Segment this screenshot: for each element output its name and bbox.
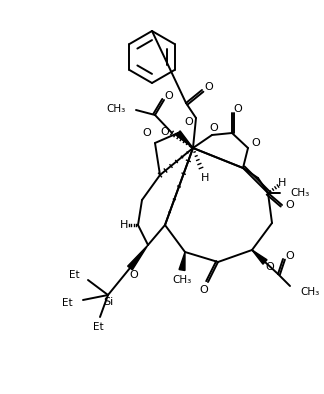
Text: Et: Et [93, 322, 103, 332]
Text: O: O [200, 285, 208, 295]
Text: H: H [201, 173, 209, 183]
Text: O: O [205, 82, 214, 92]
Text: Si: Si [103, 297, 113, 307]
Text: Et: Et [69, 270, 80, 280]
Text: H: H [278, 178, 286, 188]
Text: O: O [130, 270, 138, 280]
Text: O: O [210, 123, 218, 133]
Polygon shape [176, 131, 193, 148]
Text: O: O [286, 200, 295, 210]
Text: CH₃: CH₃ [290, 188, 309, 198]
Text: O: O [266, 262, 274, 272]
Text: CH₃: CH₃ [300, 287, 319, 297]
Text: CH₃: CH₃ [172, 275, 191, 285]
Text: H: H [120, 220, 128, 230]
Text: O: O [234, 104, 242, 114]
Polygon shape [252, 250, 267, 264]
Polygon shape [128, 245, 148, 270]
Text: O: O [252, 138, 260, 148]
Text: CH₃: CH₃ [107, 104, 126, 114]
Polygon shape [179, 252, 185, 271]
Text: O: O [165, 91, 173, 101]
Text: O: O [286, 251, 295, 261]
Text: O: O [161, 127, 169, 137]
Text: Et: Et [63, 298, 73, 308]
Text: O: O [185, 117, 193, 127]
Text: O: O [143, 128, 151, 138]
